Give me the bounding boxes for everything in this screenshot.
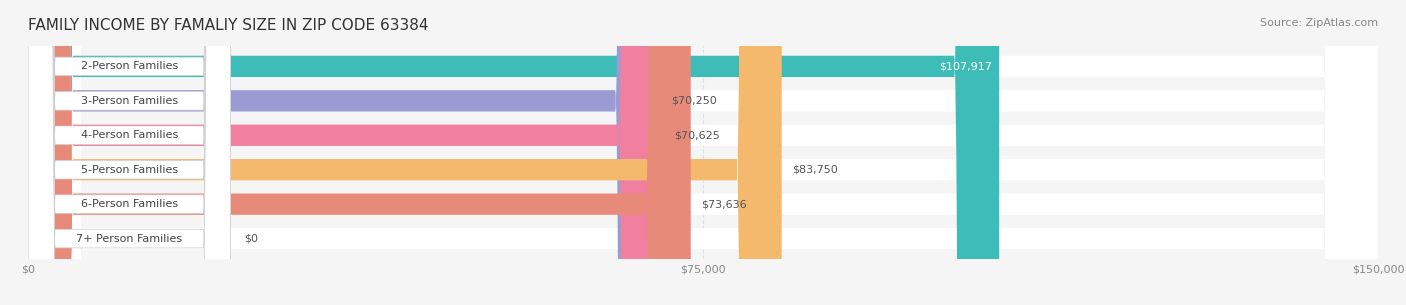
FancyBboxPatch shape [28,0,231,305]
Text: $73,636: $73,636 [702,199,747,209]
FancyBboxPatch shape [28,0,231,305]
FancyBboxPatch shape [28,0,231,305]
FancyBboxPatch shape [28,0,231,305]
Text: $70,250: $70,250 [671,96,717,106]
Text: $107,917: $107,917 [939,61,993,71]
FancyBboxPatch shape [28,0,690,305]
Text: 3-Person Families: 3-Person Families [80,96,179,106]
FancyBboxPatch shape [28,0,1378,305]
Text: $70,625: $70,625 [675,130,720,140]
Text: 4-Person Families: 4-Person Families [80,130,179,140]
Text: $0: $0 [245,234,259,244]
Text: $83,750: $83,750 [793,165,838,175]
FancyBboxPatch shape [28,0,1378,305]
FancyBboxPatch shape [28,0,1378,305]
FancyBboxPatch shape [28,0,231,305]
Text: 2-Person Families: 2-Person Families [80,61,179,71]
FancyBboxPatch shape [28,0,664,305]
FancyBboxPatch shape [28,0,1378,305]
Text: 6-Person Families: 6-Person Families [80,199,179,209]
FancyBboxPatch shape [28,0,661,305]
FancyBboxPatch shape [28,0,1378,305]
FancyBboxPatch shape [28,0,231,305]
Text: 7+ Person Families: 7+ Person Families [76,234,183,244]
FancyBboxPatch shape [28,0,1378,305]
Text: 5-Person Families: 5-Person Families [80,165,179,175]
FancyBboxPatch shape [28,0,782,305]
FancyBboxPatch shape [28,0,1000,305]
Text: Source: ZipAtlas.com: Source: ZipAtlas.com [1260,18,1378,28]
Text: FAMILY INCOME BY FAMALIY SIZE IN ZIP CODE 63384: FAMILY INCOME BY FAMALIY SIZE IN ZIP COD… [28,18,429,33]
